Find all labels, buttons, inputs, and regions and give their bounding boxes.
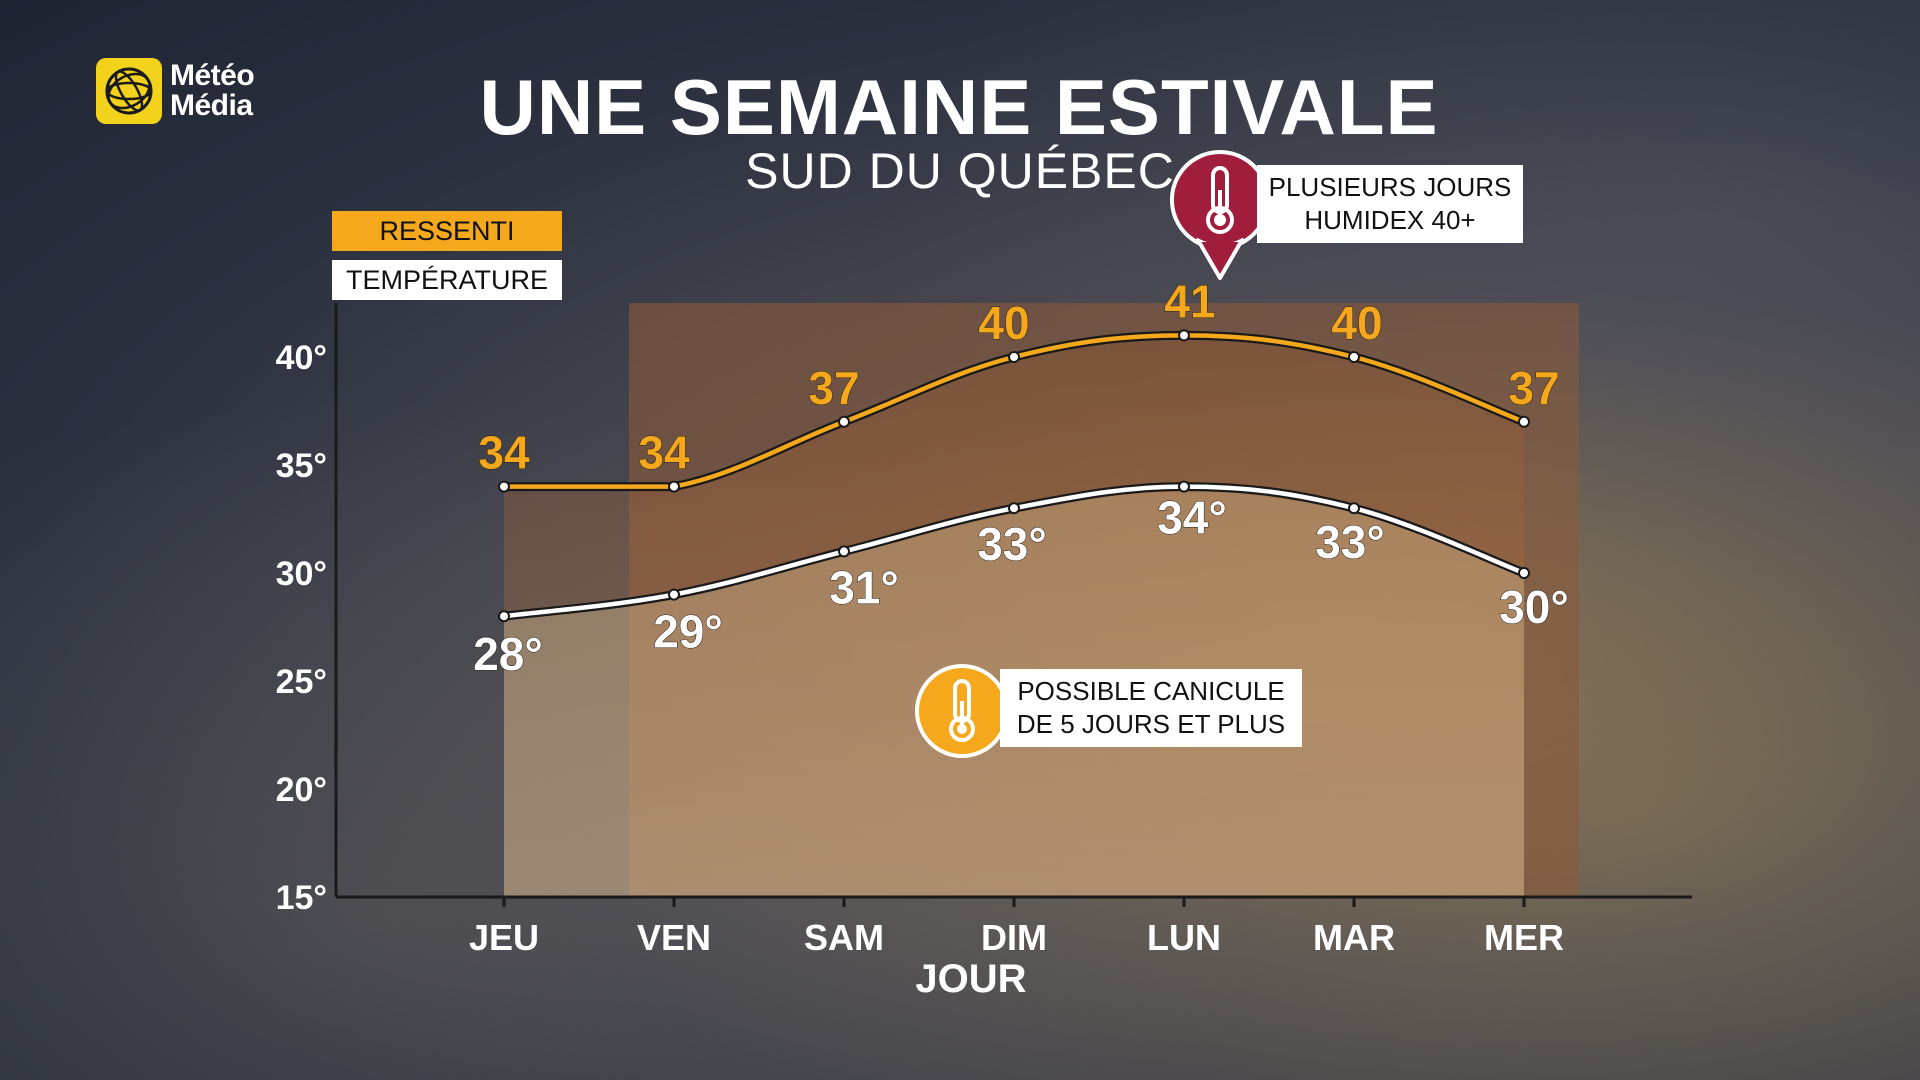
x-tick-label: MAR (1313, 917, 1395, 958)
felt-data-label: 37 (1508, 362, 1559, 414)
y-tick-label: 20° (276, 771, 327, 809)
legend-temperature: TEMPÉRATURE (332, 260, 562, 300)
chart-title-text: UNE SEMAINE ESTIVALE (479, 63, 1439, 151)
temperature-data-label: 34° (1157, 492, 1227, 544)
temperature-data-label: 29° (653, 606, 723, 658)
felt-line-point (1008, 351, 1020, 363)
x-tick-label: VEN (637, 917, 711, 958)
globe-icon (96, 58, 162, 124)
heatwave-line1: POSSIBLE CANICULE (1017, 676, 1285, 706)
temperature-data-label: 30° (1499, 581, 1569, 633)
brand-line2: Média (170, 89, 253, 122)
y-tick-label: 15° (276, 879, 327, 917)
legend-felt: RESSENTI (332, 211, 562, 251)
heatwave-line2: DE 5 JOURS ET PLUS (1016, 709, 1286, 739)
temperature-data-label: 33° (977, 518, 1047, 570)
felt-band-area (504, 335, 1524, 617)
temperature-line-point (838, 545, 850, 558)
brand-logo: Météo Média (96, 57, 255, 125)
temperature-line-point (498, 610, 510, 623)
felt-line-point (498, 480, 510, 493)
x-tick-label: SAM (804, 917, 884, 958)
felt-line-point (1348, 351, 1360, 363)
y-tick-label: 35° (276, 447, 327, 485)
temperature-line-point (1518, 567, 1530, 579)
felt-data-label: 34 (478, 427, 530, 479)
temperature-data-label: 31° (829, 561, 899, 613)
temperature-data-label: 33° (1315, 516, 1385, 568)
temperature-line-point (1348, 502, 1360, 515)
y-tick-label: 25° (276, 663, 327, 701)
temperature-line-point (1178, 480, 1190, 493)
x-tick-label: LUN (1147, 917, 1221, 958)
felt-data-label: 37 (808, 362, 859, 414)
temperature-data-label: 28° (473, 628, 543, 680)
temperature-line-point (1008, 502, 1020, 515)
felt-data-label: 40 (1331, 297, 1382, 349)
y-tick-label: 40° (276, 339, 327, 377)
x-axis-title: JOUR (915, 957, 1026, 1001)
felt-line-point (1178, 329, 1190, 342)
x-tick-label: DIM (981, 917, 1047, 958)
humidex-line1: PLUSIEURS JOURS (1268, 172, 1512, 202)
felt-line-point (1518, 415, 1530, 428)
humidex-callout: PLUSIEURS JOURS HUMIDEX 40+ (1257, 165, 1523, 243)
felt-line-point (668, 480, 680, 493)
x-tick-label: MER (1484, 917, 1564, 958)
brand-line1: Météo (170, 59, 255, 92)
chart-subtitle: SUD DU QUÉBEC (745, 143, 1175, 199)
felt-data-label: 40 (978, 297, 1029, 349)
felt-line-point (838, 415, 850, 428)
y-tick-label: 30° (276, 555, 327, 593)
felt-data-label: 34 (638, 427, 690, 479)
felt-data-label: 41 (1164, 275, 1215, 327)
temperature-line-point (668, 588, 680, 601)
chart-title: UNE SEMAINE ESTIVALE (0, 62, 1920, 153)
heatwave-callout: POSSIBLE CANICULE DE 5 JOURS ET PLUS (1000, 669, 1302, 747)
humidex-line2: HUMIDEX 40+ (1304, 205, 1476, 235)
x-tick-label: JEU (469, 917, 539, 958)
